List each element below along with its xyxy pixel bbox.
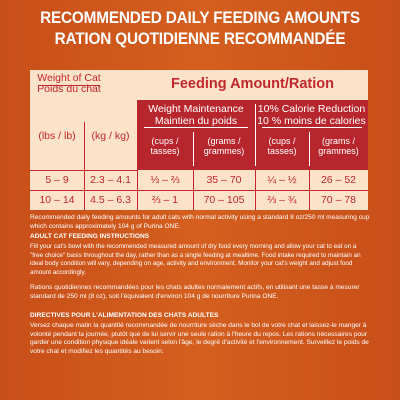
french-instructions-body: Versez chaque matin la quantité recomman… [30, 322, 369, 355]
reduction-sub-divider [309, 132, 310, 166]
r-cups-grams-divider [309, 170, 310, 210]
weight-maintenance-fr: Maintien du poids [154, 114, 238, 127]
lbs-cell: 5 – 9 [45, 174, 69, 186]
kg-column-header: (kg / kg) [91, 130, 130, 142]
m-cups-grams-divider [193, 170, 194, 210]
weight-feeding-divider [137, 170, 138, 210]
table-row: 5 – 9 2.3 – 4.1 ⅓ – ⅔ 35 – 70 ¼ – ½ 26 –… [30, 170, 368, 190]
french-instructions-heading: DIRECTIVES POUR L'ALIMENTATION DES CHATS… [30, 312, 219, 319]
weight-maintenance-en: Weight Maintenance [148, 103, 244, 115]
heading-english: RECOMMENDED DAILY FEEDING AMOUNTS [40, 9, 360, 27]
weight-header-underline [38, 85, 100, 86]
calorie-reduction-fr: 10 % moins de calories [257, 114, 366, 127]
poids-du-chat-label: Poids du chat [37, 83, 101, 95]
calorie-reduction-header: 10% Calorie Reduction 10 % moins de calo… [255, 103, 368, 127]
red-band-center-divider [255, 104, 256, 166]
english-intro-text: Recommended daily feeding amounts for ad… [30, 214, 370, 230]
feeding-amount-title: Feeding Amount/Ration [171, 76, 334, 92]
maintenance-grams-cell: 35 – 70 [206, 174, 242, 186]
header-row-divider [30, 170, 137, 171]
weight-maintenance-header: Weight Maintenance Maintien du poids [137, 103, 255, 127]
kg-cell: 2.3 – 4.1 [90, 174, 131, 186]
reduction-grams-cell: 70 – 78 [320, 194, 357, 206]
calorie-reduction-en: 10% Calorie Reduction [257, 103, 366, 115]
row-divider [30, 190, 368, 191]
french-intro-text: Rations quotidiennes recommandées pour l… [30, 284, 360, 300]
reduction-grams-header: (grams / grammes) [318, 136, 359, 156]
maintenance-grams-cell: 70 – 105 [203, 194, 245, 206]
lbs-cell: 10 – 14 [39, 194, 75, 206]
maintenance-grams-header: (grams / grammes) [203, 136, 245, 156]
maintenance-sub-divider [193, 132, 194, 166]
lbs-column-header: (lbs / lb) [38, 130, 76, 142]
heading-french: RATION QUOTIDIENNE RECOMMANDÉE [54, 30, 346, 48]
kg-cell: 4.5 – 6.3 [90, 194, 131, 206]
maintenance-cups-cell: ⅔ – 1 [151, 194, 179, 206]
reduction-divider [262, 127, 362, 128]
reduction-cups-cell: ¼ – ½ [267, 174, 297, 186]
reduction-grams-cell: 26 – 52 [320, 174, 357, 186]
lbs-kg-divider [84, 122, 85, 210]
feeding-subheader-band [137, 100, 368, 170]
reduction-cups-cell: ⅔ – ¾ [267, 194, 297, 206]
maintenance-divider [144, 127, 248, 128]
table-row: 10 – 14 4.5 – 6.3 ⅔ – 1 70 – 105 ⅔ – ¾ 7… [30, 190, 368, 210]
english-instructions-heading: ADULT CAT FEEDING INSTRUCTIONS [30, 233, 150, 240]
maintenance-cups-header: (cups / tasses) [150, 136, 180, 156]
reduction-cups-header: (cups / tasses) [267, 136, 297, 156]
english-instructions-body: Fill your cat's bowl with the recommende… [30, 243, 361, 276]
feeding-amount-header-box [137, 70, 368, 100]
weight-of-cat-header: Weight of Cat Poids du chat [30, 73, 108, 95]
weight-of-cat-label: Weight of Cat [37, 72, 101, 84]
m-r-divider [255, 170, 256, 210]
maintenance-cups-cell: ⅓ – ⅔ [150, 174, 180, 186]
